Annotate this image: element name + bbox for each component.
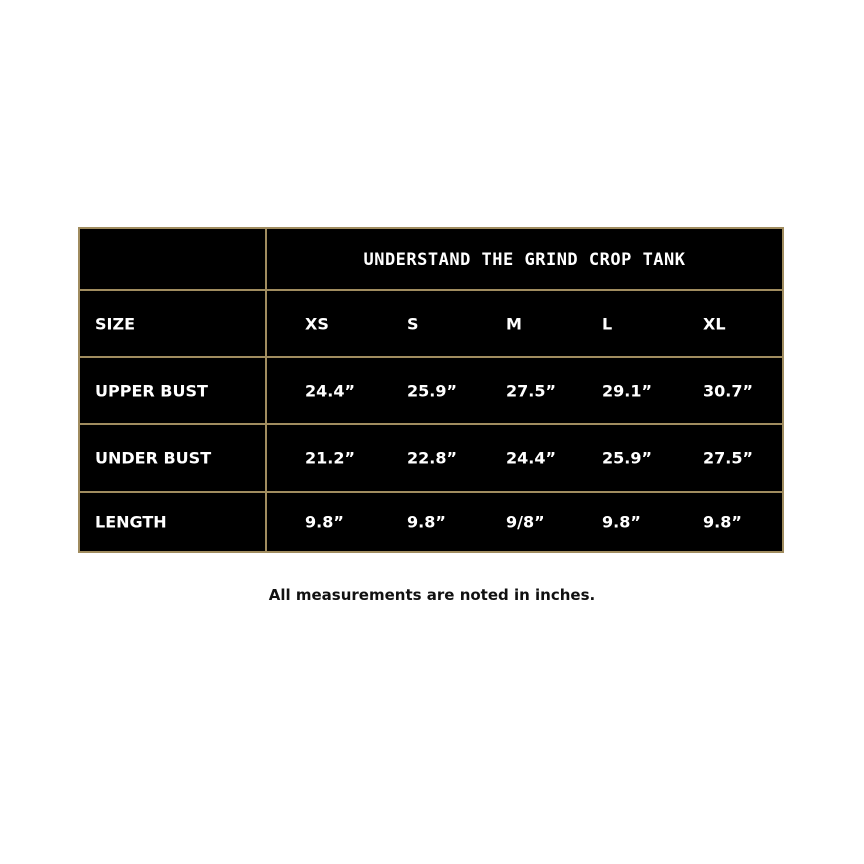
table-row-upper-bust: UPPER BUST 24.4” 25.9” 27.5” 29.1” 30.7” (80, 358, 782, 423)
column-divider (265, 229, 267, 551)
cell: 25.9” (602, 448, 652, 468)
table-row-length: LENGTH 9.8” 9.8” 9/8” 9.8” 9.8” (80, 493, 782, 551)
cell: 9.8” (703, 512, 742, 532)
cell: 9.8” (407, 512, 446, 532)
cell: L (602, 314, 613, 333)
cell: 9.8” (602, 512, 641, 532)
row-label: UNDER BUST (95, 448, 212, 468)
row-divider (80, 491, 782, 493)
cell: 22.8” (407, 448, 457, 468)
table-row-under-bust: UNDER BUST 21.2” 22.8” 24.4” 25.9” 27.5” (80, 425, 782, 491)
cell: 9/8” (506, 512, 545, 532)
cell: 25.9” (407, 381, 457, 400)
cell: 29.1” (602, 381, 652, 400)
measurement-note: All measurements are noted in inches. (268, 586, 596, 604)
row-divider (80, 356, 782, 358)
row-divider (80, 423, 782, 425)
cell: 30.7” (703, 381, 753, 400)
cell: 27.5” (506, 381, 556, 400)
cell: 27.5” (703, 448, 753, 468)
size-chart-table: UNDERSTAND THE GRIND CROP TANK SIZE XS S… (78, 227, 784, 553)
cell: XL (703, 314, 726, 333)
cell: M (506, 314, 522, 333)
row-label: LENGTH (95, 512, 167, 532)
cell: 24.4” (305, 381, 355, 400)
row-label: SIZE (95, 314, 136, 333)
row-label: UPPER BUST (95, 381, 208, 400)
cell: S (407, 314, 419, 333)
cell: 24.4” (506, 448, 556, 468)
cell: XS (305, 314, 329, 333)
table-title: UNDERSTAND THE GRIND CROP TANK (363, 250, 686, 270)
cell: 21.2” (305, 448, 355, 468)
row-divider (80, 289, 782, 291)
table-row-size: SIZE XS S M L XL (80, 291, 782, 356)
cell: 9.8” (305, 512, 344, 532)
